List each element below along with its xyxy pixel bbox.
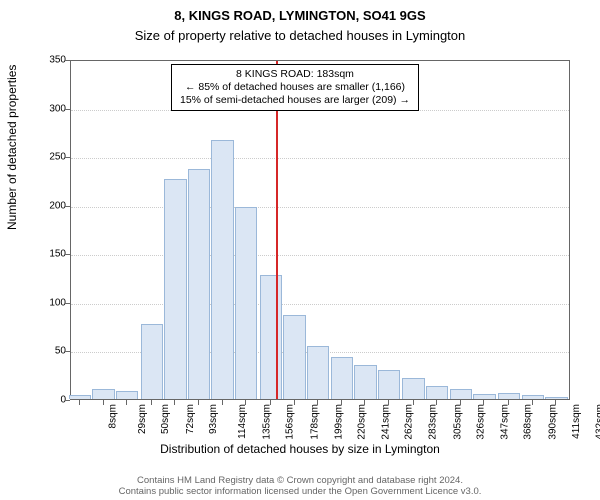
histogram-bar [498, 393, 520, 399]
footer-attribution: Contains HM Land Registry data © Crown c… [0, 476, 600, 498]
x-tick-mark [174, 400, 175, 405]
histogram-bar [426, 386, 448, 399]
x-tick-mark [532, 400, 533, 405]
x-axis-label: Distribution of detached houses by size … [0, 442, 600, 456]
x-tick-mark [222, 400, 223, 405]
x-tick-mark [413, 400, 414, 405]
x-tick-mark [364, 400, 365, 405]
chart-container: 8, KINGS ROAD, LYMINGTON, SO41 9GS Size … [0, 0, 600, 500]
histogram-bar [378, 370, 400, 399]
reference-line [276, 61, 278, 399]
x-tick-label: 262sqm [404, 404, 415, 440]
x-tick-mark [79, 400, 80, 405]
x-tick-mark [317, 400, 318, 405]
x-tick-label: 220sqm [357, 404, 368, 440]
x-tick-mark [483, 400, 484, 405]
y-tick-label: 200 [26, 200, 66, 211]
histogram-bar [545, 397, 567, 399]
histogram-bar [307, 346, 329, 399]
histogram-bar [141, 324, 163, 399]
y-tick-label: 150 [26, 249, 66, 260]
annotation-line1: 8 KINGS ROAD: 183sqm [180, 68, 410, 81]
footer-line2: Contains public sector information licen… [119, 486, 482, 497]
footer-line1: Contains HM Land Registry data © Crown c… [137, 475, 463, 486]
y-tick-mark [65, 351, 70, 352]
x-tick-label: 50sqm [160, 404, 171, 434]
x-tick-mark [198, 400, 199, 405]
x-tick-mark [555, 400, 556, 405]
y-tick-mark [65, 60, 70, 61]
gridline [71, 207, 569, 208]
x-tick-label: 283sqm [428, 404, 439, 440]
x-tick-label: 432sqm [595, 404, 600, 440]
histogram-bar [188, 169, 210, 399]
x-tick-label: 114sqm [237, 404, 248, 439]
gridline [71, 304, 569, 305]
x-tick-label: 368sqm [523, 404, 534, 440]
x-tick-label: 305sqm [452, 404, 463, 440]
x-tick-mark [103, 400, 104, 405]
y-tick-label: 50 [26, 346, 66, 357]
histogram-bar [283, 315, 305, 400]
y-tick-mark [65, 206, 70, 207]
y-tick-label: 100 [26, 297, 66, 308]
gridline [71, 255, 569, 256]
x-tick-mark [270, 400, 271, 405]
histogram-bar [522, 395, 544, 399]
x-tick-label: 8sqm [107, 404, 118, 428]
y-tick-label: 250 [26, 152, 66, 163]
x-tick-mark [508, 400, 509, 405]
x-tick-label: 135sqm [261, 404, 272, 440]
x-tick-label: 93sqm [209, 404, 220, 434]
annotation-line2: ← 85% of detached houses are smaller (1,… [180, 81, 410, 94]
y-tick-mark [65, 254, 70, 255]
plot-area: 8 KINGS ROAD: 183sqm← 85% of detached ho… [70, 60, 570, 400]
x-tick-mark [341, 400, 342, 405]
x-tick-mark [388, 400, 389, 405]
histogram-bar [69, 395, 91, 399]
histogram-bar [473, 394, 495, 399]
x-tick-mark [126, 400, 127, 405]
y-tick-mark [65, 400, 70, 401]
x-tick-label: 241sqm [380, 404, 391, 440]
histogram-bar [116, 391, 138, 399]
y-tick-label: 350 [26, 55, 66, 66]
x-tick-label: 29sqm [137, 404, 148, 434]
y-tick-label: 0 [26, 395, 66, 406]
histogram-bar [260, 275, 282, 399]
histogram-bar [402, 378, 424, 399]
gridline [71, 158, 569, 159]
histogram-bar [354, 365, 376, 399]
x-tick-label: 390sqm [548, 404, 559, 440]
title-subtitle: Size of property relative to detached ho… [0, 28, 600, 43]
histogram-bar [164, 179, 186, 400]
annotation-box: 8 KINGS ROAD: 183sqm← 85% of detached ho… [171, 64, 419, 111]
y-tick-mark [65, 303, 70, 304]
annotation-line3: 15% of semi-detached houses are larger (… [180, 94, 410, 107]
histogram-bar [92, 389, 114, 399]
x-tick-label: 72sqm [185, 404, 196, 434]
x-tick-label: 178sqm [310, 404, 321, 440]
y-axis-label: Number of detached properties [5, 65, 19, 230]
y-tick-mark [65, 157, 70, 158]
x-tick-label: 326sqm [476, 404, 487, 440]
x-tick-mark [151, 400, 152, 405]
x-tick-label: 411sqm [571, 404, 582, 439]
x-tick-label: 199sqm [333, 404, 344, 440]
y-tick-mark [65, 109, 70, 110]
x-tick-mark [460, 400, 461, 405]
histogram-bar [235, 207, 257, 399]
x-tick-label: 156sqm [285, 404, 296, 440]
histogram-bar [450, 389, 472, 399]
histogram-bar [211, 140, 233, 399]
y-tick-label: 300 [26, 103, 66, 114]
x-tick-mark [245, 400, 246, 405]
x-tick-label: 347sqm [499, 404, 510, 440]
x-tick-mark [436, 400, 437, 405]
histogram-bar [331, 357, 353, 399]
x-tick-mark [294, 400, 295, 405]
title-address: 8, KINGS ROAD, LYMINGTON, SO41 9GS [0, 8, 600, 23]
